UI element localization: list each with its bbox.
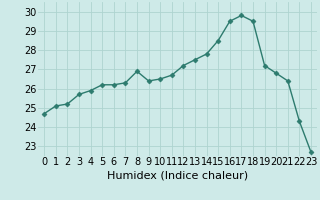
X-axis label: Humidex (Indice chaleur): Humidex (Indice chaleur) xyxy=(107,170,248,180)
